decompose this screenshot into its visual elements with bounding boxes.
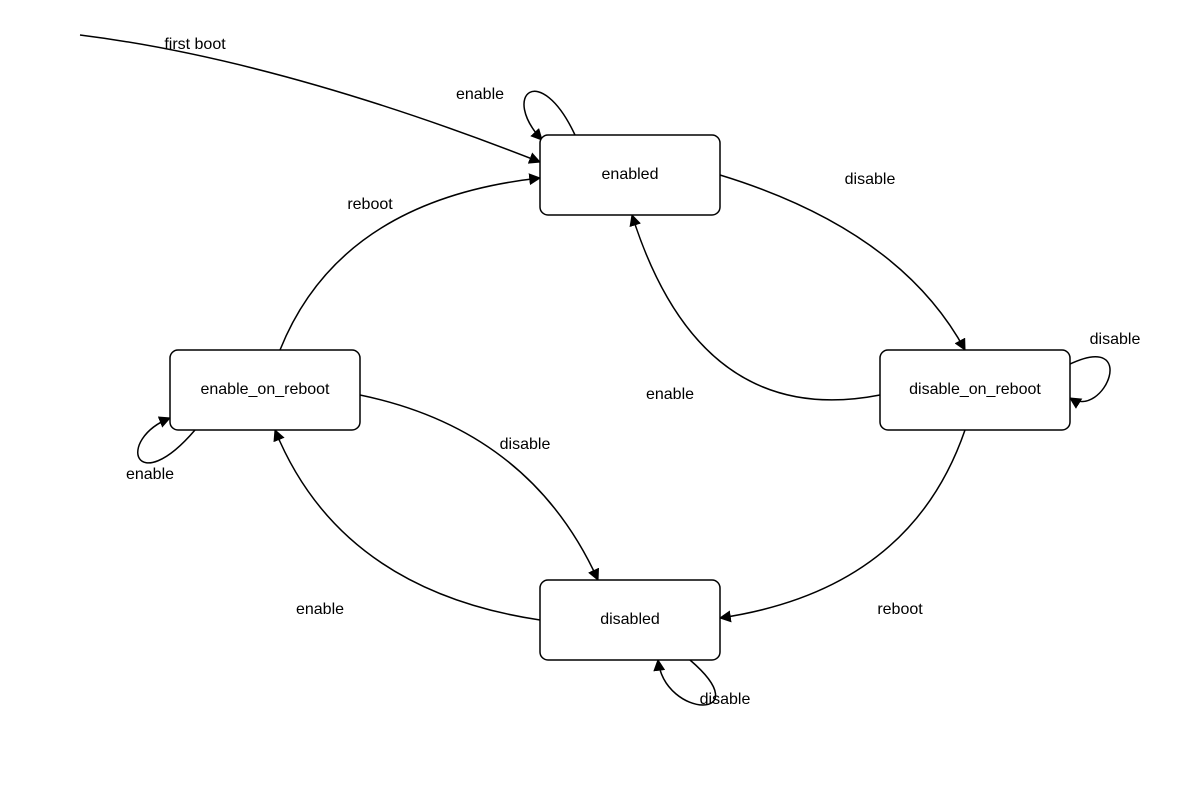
node-label-enable-on-reboot: enable_on_reboot <box>200 381 330 398</box>
node-enable-on-reboot: enable_on_reboot <box>170 350 360 430</box>
edge-label-enabled-self: enable <box>456 86 504 103</box>
node-disable-on-reboot: disable_on_reboot <box>880 350 1070 430</box>
node-label-disable-on-reboot: disable_on_reboot <box>909 381 1041 398</box>
node-disabled: disabled <box>540 580 720 660</box>
edge-label-disabled-to-enableonreboot: enable <box>296 601 344 618</box>
edge-enabled-self: enable <box>456 86 575 140</box>
edge-disableonreboot-self: disable <box>1068 331 1140 401</box>
edge-label-enabled-to-disableonreboot: disable <box>845 171 896 188</box>
edge-enableonreboot-to-disabled: disable <box>360 395 598 580</box>
edge-label-enableonreboot-self: enable <box>126 466 174 483</box>
edge-disabled-self: disable <box>658 660 750 708</box>
edge-disabled-to-enableonreboot: enable <box>275 430 540 620</box>
node-label-enabled: enabled <box>602 166 659 183</box>
edge-label-enableonreboot-to-disabled: disable <box>500 436 551 453</box>
edge-label-disableonreboot-self: disable <box>1090 331 1141 348</box>
edge-enableonreboot-to-enabled: reboot <box>280 178 540 350</box>
edge-label-disabled-self: disable <box>700 691 751 708</box>
edge-label-disableonreboot-to-enabled: enable <box>646 386 694 403</box>
node-enabled: enabled <box>540 135 720 215</box>
edge-label-first-boot: first boot <box>164 36 226 53</box>
edge-enabled-to-disableonreboot: disable <box>720 171 965 350</box>
edge-disableonreboot-to-disabled: reboot <box>720 430 965 618</box>
edge-disableonreboot-to-enabled: enable <box>632 215 880 403</box>
node-label-disabled: disabled <box>600 611 660 628</box>
edge-label-disableonreboot-to-disabled: reboot <box>877 601 923 618</box>
edge-label-enableonreboot-to-enabled: reboot <box>347 196 393 213</box>
